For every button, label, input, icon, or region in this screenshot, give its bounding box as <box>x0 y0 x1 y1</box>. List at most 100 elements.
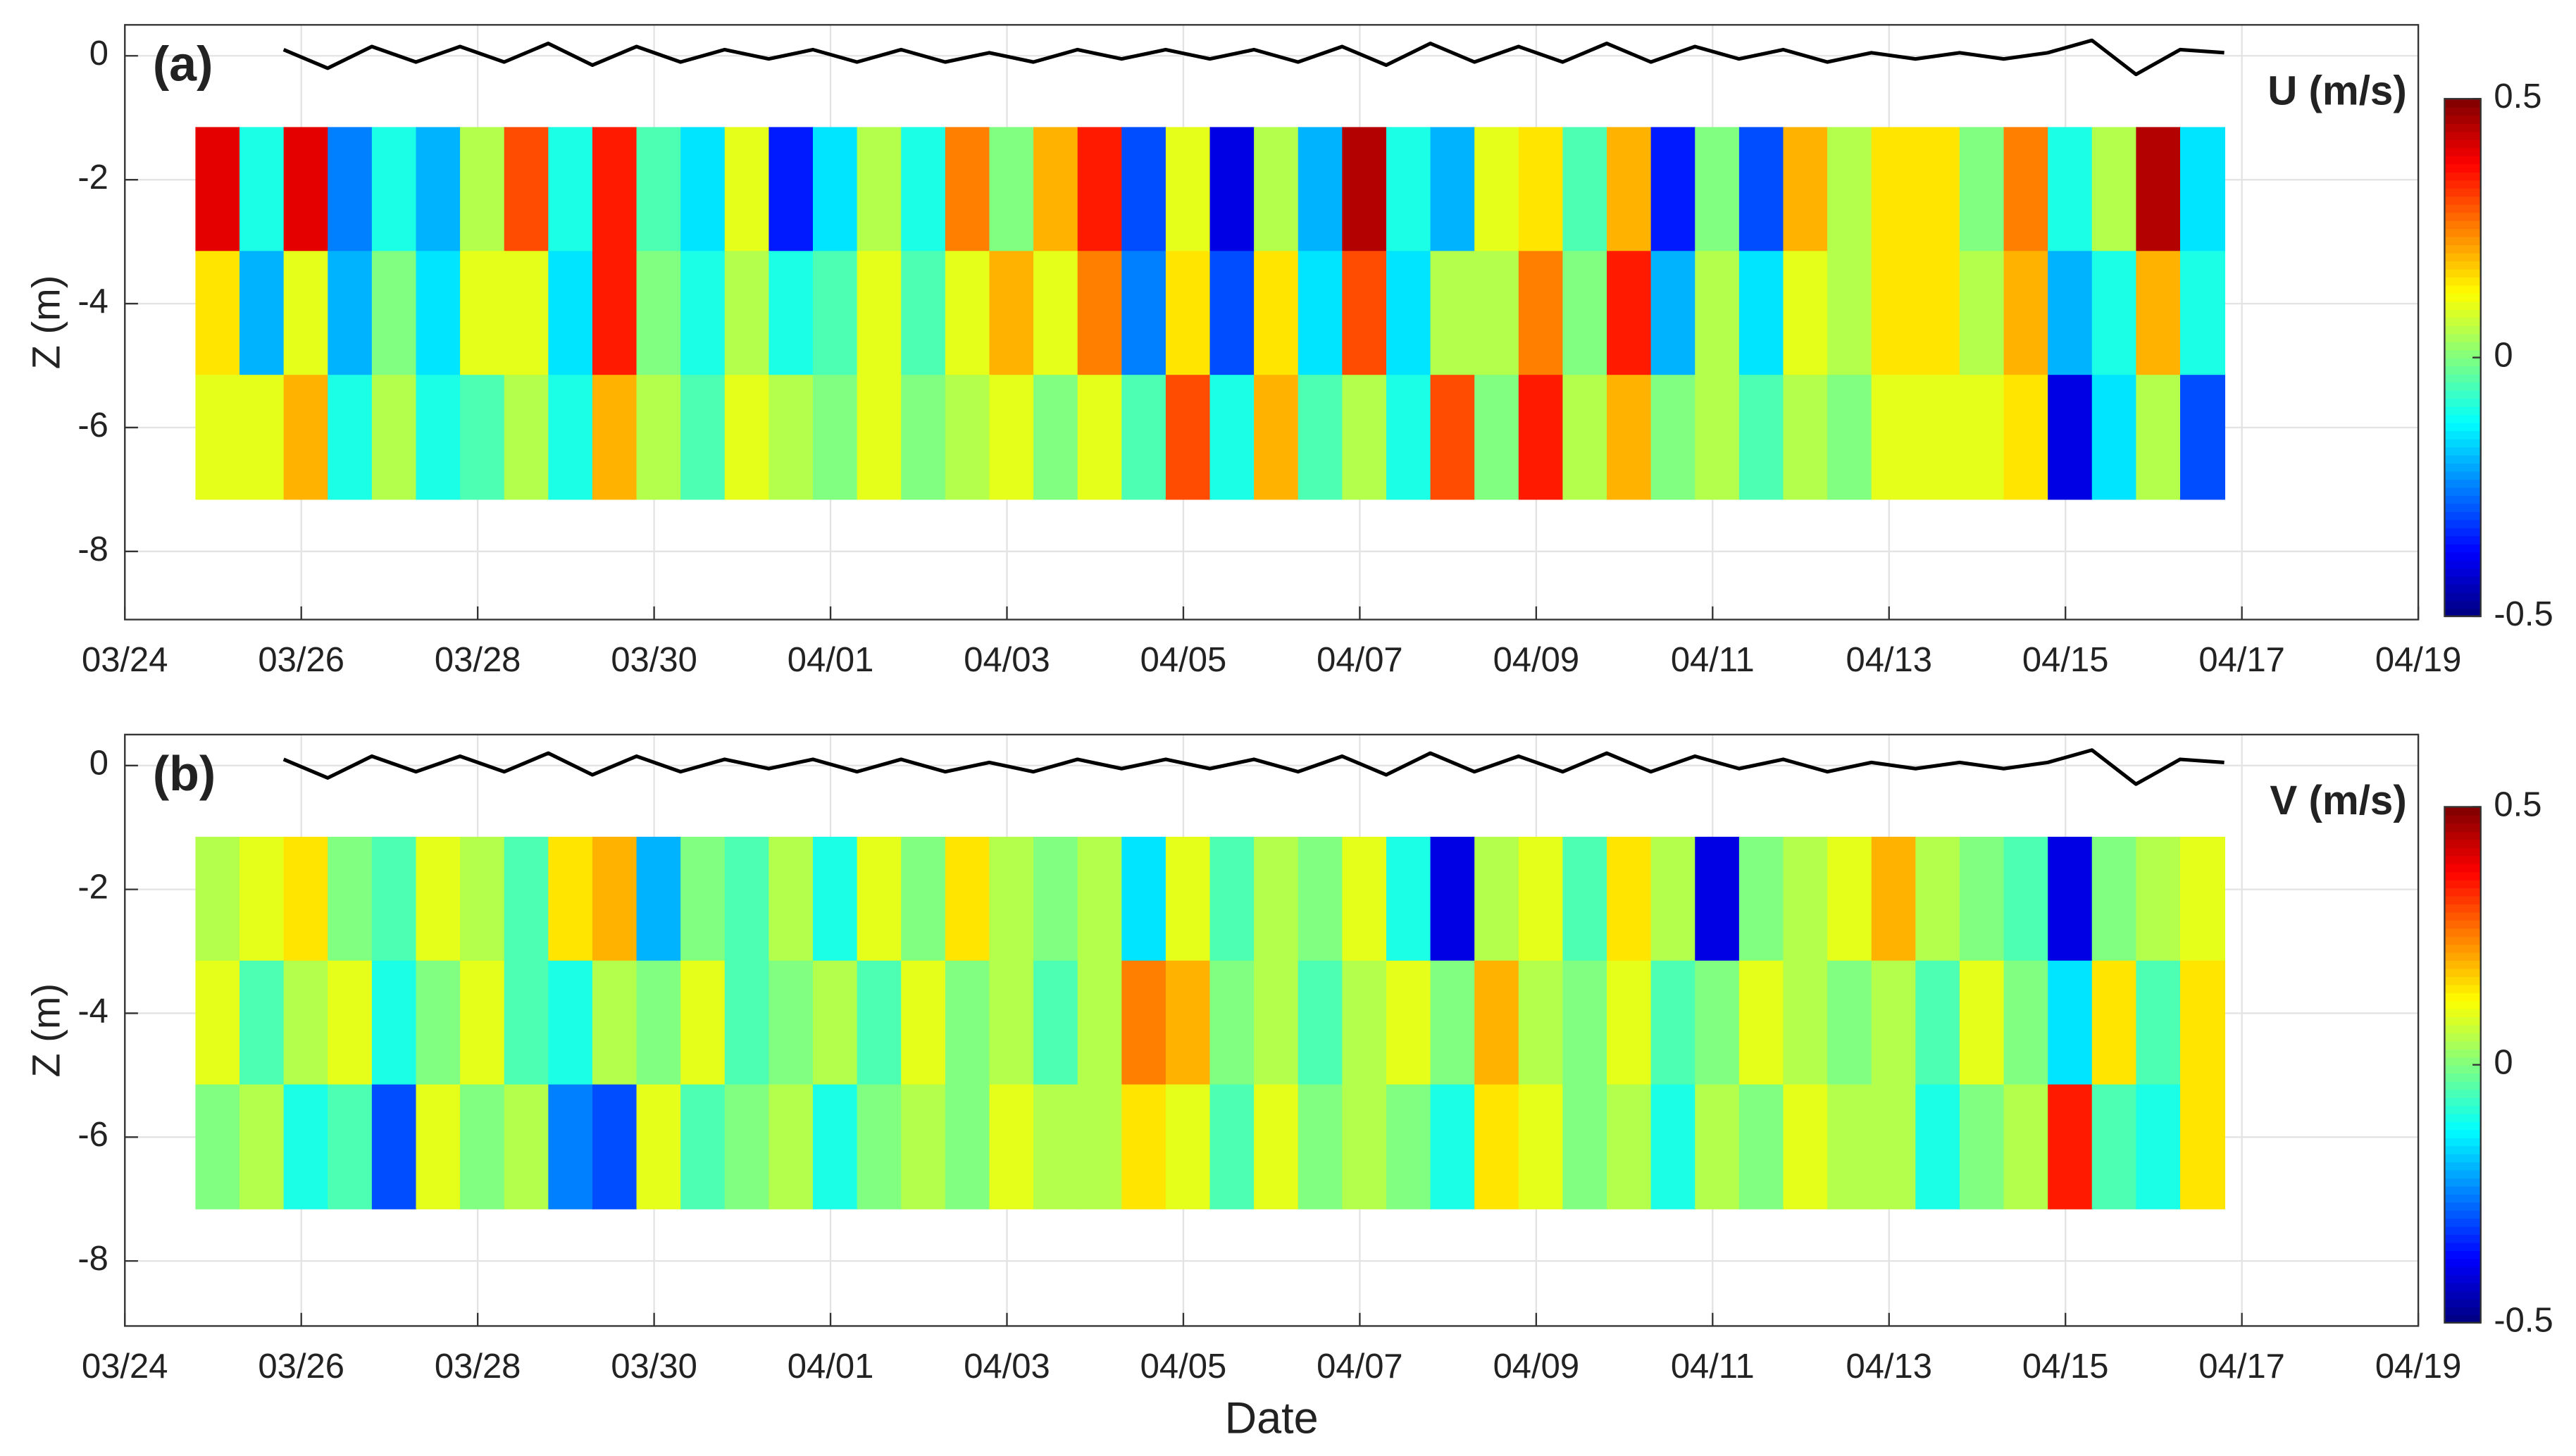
colorbar-step <box>2444 1024 2481 1034</box>
x-axis-label: Date <box>1225 1393 1319 1443</box>
colorbar-step <box>2444 260 2481 270</box>
heatmap-cell <box>769 375 814 500</box>
colorbar-step <box>2444 1129 2481 1138</box>
heatmap-cell <box>724 251 770 376</box>
heatmap-cell <box>1386 960 1431 1085</box>
heatmap-cell <box>813 960 859 1085</box>
colorbar-step <box>2444 568 2481 577</box>
heatmap-cell <box>2179 251 2226 376</box>
heatmap-cell <box>1298 960 1343 1085</box>
colorbar-step <box>2444 535 2481 545</box>
heatmap-cell <box>1165 836 1211 962</box>
colorbar-step <box>2444 1266 2481 1276</box>
heatmap-cell <box>1254 251 1300 376</box>
heatmap-cell <box>1254 127 1300 252</box>
heatmap-cell <box>2179 836 2226 962</box>
heatmap-cell <box>371 960 417 1085</box>
heatmap-cell <box>1650 960 1696 1085</box>
heatmap-cell <box>504 127 549 252</box>
heatmap-cell <box>1033 251 1079 376</box>
colorbar-step <box>2444 1258 2481 1267</box>
heatmap-cell <box>2003 836 2049 962</box>
heatmap-cell <box>195 1084 241 1209</box>
heatmap-cell <box>680 251 726 376</box>
colorbar-step <box>2444 373 2481 383</box>
colorbar-step <box>2444 1137 2481 1147</box>
heatmap-cell <box>1871 1084 1917 1209</box>
colorbar-step <box>2444 839 2481 848</box>
heatmap-cell <box>2136 127 2182 252</box>
colorbar-step <box>2444 171 2481 181</box>
heatmap-cell <box>901 836 947 962</box>
heatmap-cell <box>1959 127 2005 252</box>
heatmap-cell <box>2091 127 2137 252</box>
heatmap-cell <box>1959 251 2005 376</box>
heatmap-cell <box>1121 127 1167 252</box>
y-tick-label: -4 <box>77 282 108 321</box>
colorbar-step <box>2444 1186 2481 1195</box>
heatmap-cell <box>680 127 726 252</box>
x-tick-label: 04/13 <box>1846 641 1932 679</box>
heatmap-cell <box>1650 836 1696 962</box>
colorbar-step <box>2444 1048 2481 1058</box>
colorbar-step <box>2444 1113 2481 1122</box>
colorbar-step <box>2444 341 2481 351</box>
heatmap-cell <box>857 1084 902 1209</box>
heatmap-cell <box>1871 375 1917 500</box>
colorbar-step <box>2444 325 2481 335</box>
heatmap-cell <box>460 127 506 252</box>
heatmap-cell <box>283 960 329 1085</box>
x-tick-label: 04/15 <box>2022 641 2109 679</box>
heatmap-cell <box>328 1084 373 1209</box>
colorbar-step <box>2444 139 2481 149</box>
y-axis-label: Z (m) <box>24 275 68 370</box>
heatmap-cell <box>724 836 770 962</box>
heatmap-cell <box>1607 960 1653 1085</box>
heatmap-cell <box>945 127 990 252</box>
heatmap-cell <box>945 836 990 962</box>
heatmap-cell <box>1474 836 1520 962</box>
heatmap-cell <box>1783 960 1829 1085</box>
heatmap-cell <box>2179 375 2226 500</box>
colorbar-step <box>2444 1161 2481 1171</box>
heatmap-cell <box>1298 127 1343 252</box>
heatmap-cell <box>1827 251 1873 376</box>
heatmap-cell <box>901 127 947 252</box>
heatmap-cell <box>2048 960 2093 1085</box>
heatmap-cell <box>1562 836 1608 962</box>
colorbar-step <box>2444 438 2481 448</box>
colorbar-step <box>2444 494 2481 504</box>
heatmap-cell <box>1871 960 1917 1085</box>
colorbar-step <box>2444 382 2481 391</box>
heatmap-cell <box>813 375 859 500</box>
heatmap-cell <box>1871 836 1917 962</box>
heatmap-cell <box>857 375 902 500</box>
colorbar-step <box>2444 252 2481 261</box>
colorbar-step <box>2444 543 2481 553</box>
heatmap-cell <box>1474 960 1520 1085</box>
heatmap-cell <box>1430 375 1476 500</box>
heatmap-cell <box>2179 960 2226 1085</box>
heatmap-cell <box>328 836 373 962</box>
heatmap-cell <box>1562 375 1608 500</box>
panel-label: (b) <box>153 746 216 801</box>
heatmap-cell <box>1386 836 1431 962</box>
heatmap-cell <box>724 960 770 1085</box>
heatmap-cell <box>1077 251 1123 376</box>
heatmap-cell <box>195 960 241 1085</box>
colorbar-step <box>2444 309 2481 318</box>
colorbar-step <box>2444 123 2481 132</box>
heatmap-cell <box>592 251 637 376</box>
colorbar-step <box>2444 1177 2481 1187</box>
heatmap-cell <box>548 836 594 962</box>
heatmap-cell <box>592 1084 637 1209</box>
heatmap-cell <box>1915 251 1961 376</box>
x-tick-label: 03/24 <box>82 641 168 679</box>
heatmap-cell <box>636 836 682 962</box>
colorbar-step <box>2444 131 2481 140</box>
colorbar-step <box>2444 487 2481 496</box>
heatmap-cell <box>592 836 637 962</box>
colorbar-step <box>2444 976 2481 985</box>
heatmap-cell <box>504 960 549 1085</box>
heatmap-cell <box>636 127 682 252</box>
